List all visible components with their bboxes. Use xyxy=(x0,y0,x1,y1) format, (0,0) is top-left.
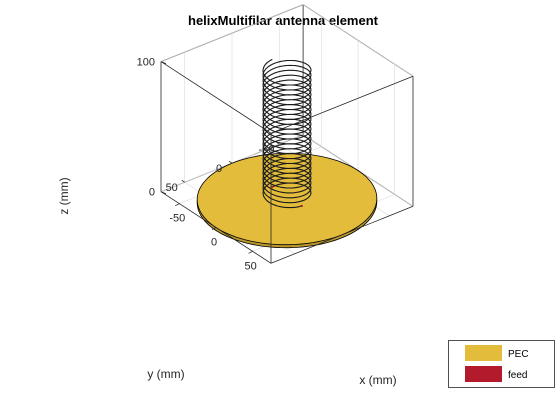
axes-edge xyxy=(270,75,414,134)
ground-plane-disc xyxy=(196,152,378,246)
chart-title: helixMultifilar antenna element xyxy=(188,13,379,28)
z-tick-label: 0 xyxy=(149,187,155,199)
y-tick xyxy=(228,160,233,164)
axes-edge xyxy=(160,61,272,134)
grid-line xyxy=(160,4,304,62)
legend: PEC feed xyxy=(448,340,555,388)
x-tick-label: -50 xyxy=(169,213,185,225)
legend-label: PEC xyxy=(508,349,529,360)
x-tick xyxy=(248,250,253,254)
feed-point xyxy=(271,185,274,189)
y-tick-label: -50 xyxy=(258,144,274,156)
grid-line xyxy=(302,4,414,77)
x-tick xyxy=(211,227,217,230)
helix-filament xyxy=(262,58,312,204)
y-tick-label: 50 xyxy=(166,182,178,194)
legend-swatch xyxy=(465,366,502,382)
z-tick xyxy=(160,61,167,64)
axes-edge xyxy=(270,205,414,264)
z-tick-label: 100 xyxy=(137,57,155,69)
y-tick xyxy=(181,179,185,183)
y-tick xyxy=(276,141,280,145)
y-axis-label: y (mm) xyxy=(147,367,184,381)
legend-swatch xyxy=(465,345,502,361)
helix-filament xyxy=(262,59,312,209)
x-tick-label: 50 xyxy=(244,260,256,272)
x-tick xyxy=(175,203,180,207)
legend-label: feed xyxy=(508,370,527,381)
x-axis-label: x (mm) xyxy=(359,373,396,387)
x-tick-label: 0 xyxy=(211,237,217,249)
z-tick xyxy=(160,191,167,195)
feed-point xyxy=(300,204,303,208)
tick-labels: -50 0 50 -50 0 50 0 100 xyxy=(137,57,280,272)
ground-plane xyxy=(196,152,378,249)
z-axis-label: z (mm) xyxy=(57,177,71,214)
helix-wires xyxy=(262,58,312,209)
y-tick-label: 0 xyxy=(216,163,222,175)
